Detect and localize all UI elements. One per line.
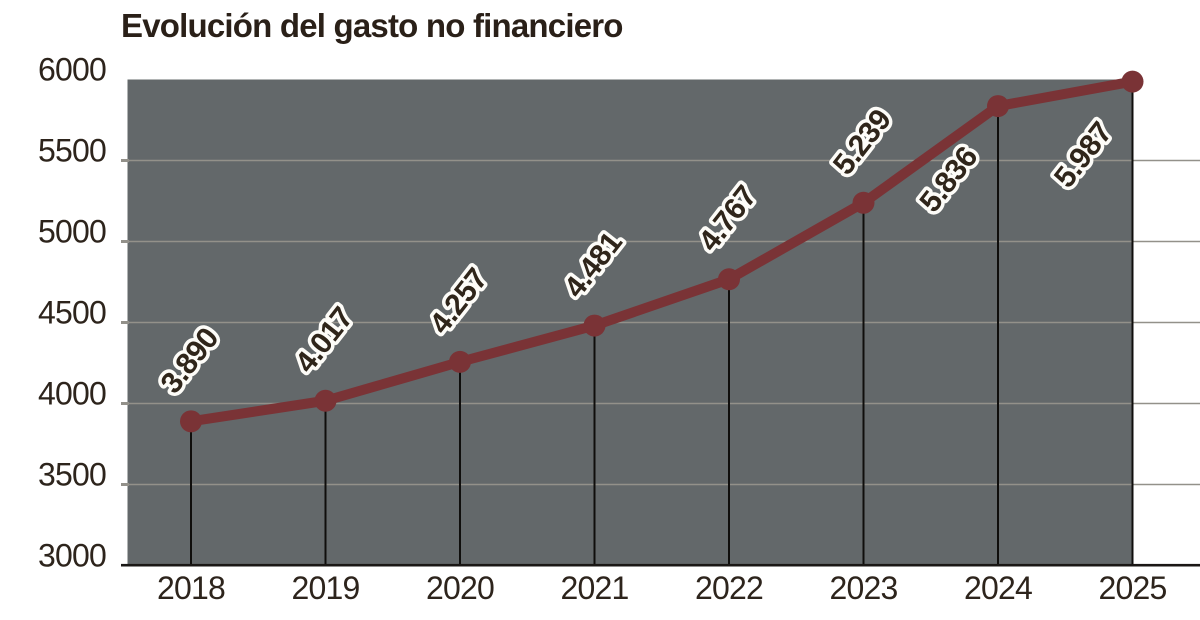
- x-tick-label: 2020: [426, 570, 494, 606]
- y-tick-label: 6000: [38, 52, 106, 88]
- x-tick-label: 2025: [1099, 570, 1167, 606]
- x-tick-label: 2022: [695, 570, 763, 606]
- data-point: [852, 191, 875, 214]
- x-tick-label: 2018: [157, 570, 225, 606]
- trend-line: [186, 76, 1138, 427]
- y-tick-label: 3000: [38, 538, 106, 574]
- y-tick-label: 4000: [38, 376, 106, 412]
- y-tick-label: 5500: [38, 133, 106, 169]
- y-tick-label: 3500: [38, 457, 106, 493]
- x-tick-label: 2019: [292, 570, 360, 606]
- data-point: [314, 389, 337, 412]
- x-tick-label: 2024: [964, 570, 1032, 606]
- data-point: [449, 350, 471, 373]
- data-point: [1121, 70, 1144, 93]
- x-tick-label: 2023: [830, 570, 898, 606]
- y-tick-label: 5000: [38, 214, 106, 250]
- y-tick-label: 4500: [38, 295, 106, 331]
- data-point: [180, 410, 202, 433]
- x-axis-line: [121, 563, 1200, 567]
- data-point: [718, 268, 740, 291]
- x-tick-label: 2021: [561, 570, 629, 606]
- chart-title: Evolución del gasto no financiero: [121, 7, 623, 44]
- data-point: [987, 95, 1009, 118]
- data-point: [583, 314, 606, 337]
